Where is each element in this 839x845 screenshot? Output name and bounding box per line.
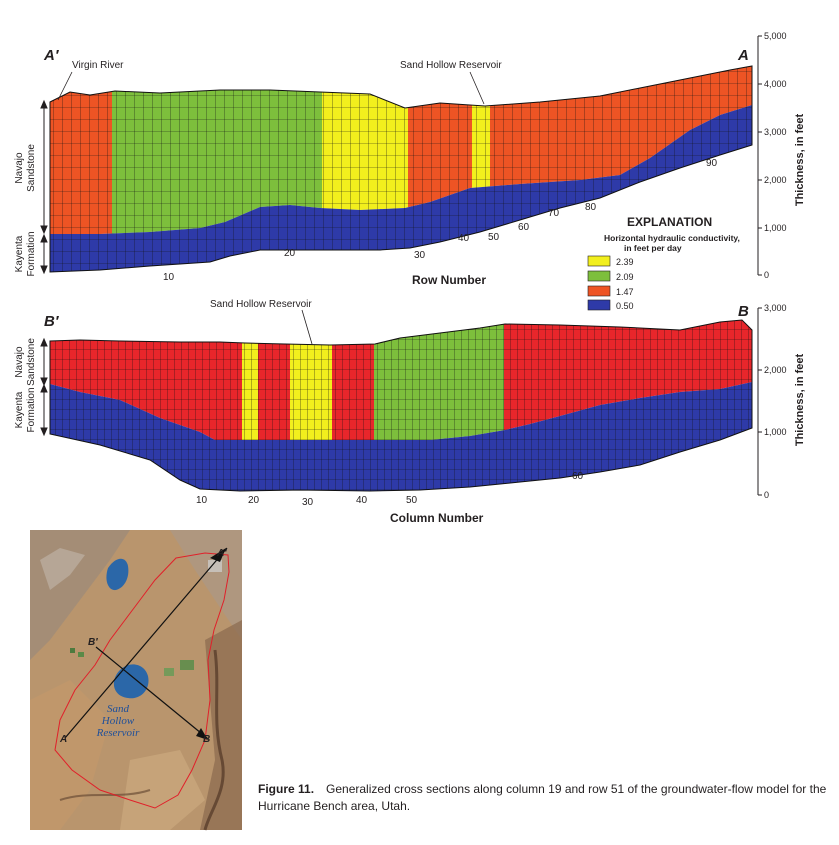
callout-sand-hollow-a: Sand Hollow Reservoir [400, 60, 502, 71]
column-tick: 50 [406, 495, 418, 506]
unit-bracket-b [40, 337, 48, 437]
thickness-tick: 4,000 [764, 79, 787, 89]
unit-label-sandstone-b: Sandstone [26, 338, 37, 386]
column-tick: 60 [572, 471, 584, 482]
legend-value: 0.50 [616, 301, 634, 311]
thickness-tick: 3,000 [764, 127, 787, 137]
row-tick: 80 [585, 202, 597, 213]
section-end-a-prime: A′ [43, 47, 60, 64]
legend-explanation: EXPLANATION Horizontal hydraulic conduct… [587, 215, 740, 311]
legend-item: 2.09 [587, 270, 634, 282]
figure-number: Figure 11. [258, 782, 315, 796]
section-line-a [64, 547, 228, 739]
column-number-ticks: 10 20 30 40 50 60 [196, 471, 584, 508]
row-tick: 20 [284, 248, 296, 259]
section-line-b [95, 646, 208, 739]
map-label-a: A [59, 734, 67, 745]
legend-title: EXPLANATION [627, 215, 712, 229]
thickness-tick: 2,000 [764, 175, 787, 185]
location-map: A′ A B′ B Sand Hollow Reservoir [30, 530, 242, 831]
reservoir-label-line: Reservoir [96, 727, 140, 739]
callout-sand-hollow-b: Sand Hollow Reservoir [210, 299, 312, 310]
row-tick: 60 [518, 222, 530, 233]
sand-hollow-reservoir-map [113, 664, 149, 699]
unit-label-kayenta-a: Kayenta [14, 235, 25, 272]
column-tick: 20 [248, 495, 260, 506]
column-tick: 40 [356, 495, 368, 506]
callout-virgin-river: Virgin River [72, 60, 124, 71]
row-tick: 40 [458, 233, 470, 244]
legend-subtitle: Horizontal hydraulic conductivity, [604, 233, 740, 243]
quail-lake [106, 558, 129, 591]
row-tick: 30 [414, 250, 426, 261]
thickness-tick: 2,000 [764, 365, 787, 375]
thickness-tick: 0 [764, 490, 769, 500]
legend-item: 2.39 [587, 255, 634, 267]
axis-title-column-number: Column Number [390, 511, 484, 525]
thickness-tick: 5,000 [764, 31, 787, 41]
thickness-scale-a [757, 35, 762, 276]
thickness-tick: 1,000 [764, 223, 787, 233]
legend-value: 1.47 [616, 287, 634, 297]
column-tick: 30 [302, 497, 314, 508]
thickness-scale-b [757, 307, 762, 496]
legend-swatch [587, 285, 611, 297]
legend-swatch [587, 270, 611, 282]
figure-caption: Figure 11. Generalized cross sections alo… [258, 781, 828, 815]
map-reservoir-label: Sand Hollow Reservoir [96, 703, 140, 739]
legend-swatch [587, 255, 611, 267]
section-end-b: B [738, 303, 749, 320]
legend-value: 2.39 [616, 257, 634, 267]
map-label-a-prime: A′ [216, 548, 227, 559]
legend-item: 1.47 [587, 285, 634, 297]
section-end-a: A [737, 47, 749, 64]
unit-label-kayenta-b: Kayenta [14, 391, 25, 428]
unit-label-formation-b: Formation [26, 387, 37, 432]
legend-subtitle-units: in feet per day [624, 243, 682, 253]
unit-label-formation-a: Formation [26, 231, 37, 276]
axis-title-row-number: Row Number [412, 273, 486, 287]
reservoir-label-line: Hollow [101, 715, 135, 727]
unit-label-sandstone-a: Sandstone [26, 144, 37, 192]
unit-bracket-a [40, 99, 48, 275]
unit-label-navajo-a: Navajo [14, 152, 25, 184]
row-tick: 90 [706, 158, 718, 169]
reservoir-label-line: Sand [107, 703, 130, 715]
thickness-axis-label-b: Thickness, in feet [794, 354, 806, 447]
model-boundary [54, 552, 230, 809]
cross-section-a: Navajo Sandstone Kayenta Formation A′ A … [14, 31, 806, 287]
map-label-b: B [203, 734, 210, 745]
thickness-axis-label-a: Thickness, in feet [794, 114, 806, 207]
map-label-b-prime: B′ [88, 637, 98, 648]
thickness-tick: 1,000 [764, 427, 787, 437]
thickness-tick: 0 [764, 270, 769, 280]
figure-caption-text: Generalized cross sections along column … [258, 782, 827, 813]
cross-section-b: Navajo Sandstone Kayenta Formation B′ B … [14, 299, 806, 525]
thickness-tick: 3,000 [764, 303, 787, 313]
row-tick: 50 [488, 232, 500, 243]
row-tick: 10 [163, 272, 175, 283]
row-tick: 70 [548, 208, 560, 219]
legend-swatch [587, 299, 611, 311]
legend-item: 0.50 [587, 299, 634, 311]
legend-value: 2.09 [616, 272, 634, 282]
section-end-b-prime: B′ [44, 313, 60, 330]
column-tick: 10 [196, 495, 208, 506]
row-number-ticks: 10 20 30 40 50 60 70 80 90 [163, 158, 718, 283]
unit-label-navajo-b: Navajo [14, 346, 25, 378]
